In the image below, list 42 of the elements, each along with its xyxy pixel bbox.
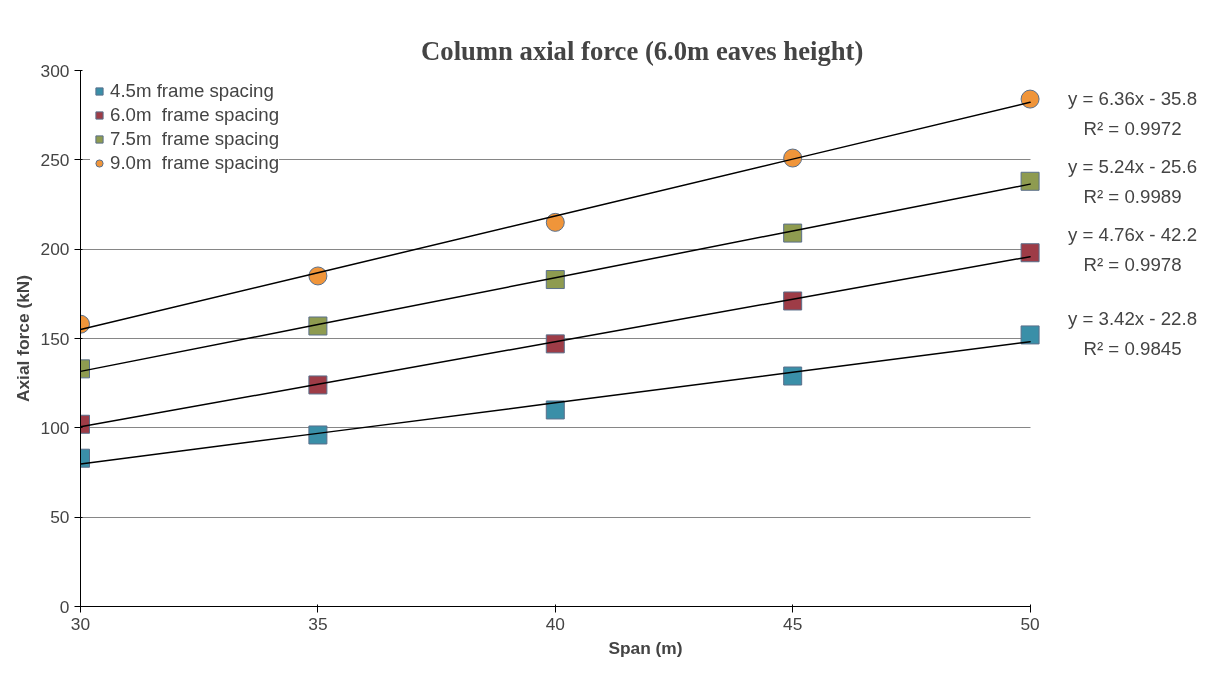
y-tick-label: 200 xyxy=(40,239,70,260)
text: R² = 0.9978 xyxy=(1083,254,1182,275)
point xyxy=(1020,171,1040,191)
point xyxy=(308,425,328,445)
point xyxy=(783,291,803,311)
x-tick-label: 50 xyxy=(1020,613,1040,634)
point xyxy=(545,270,565,290)
x-tick-label: 40 xyxy=(545,613,565,634)
x-tick-label: 35 xyxy=(308,613,328,634)
text: y = 3.42x - 22.8 xyxy=(1067,308,1198,329)
chart-title: Column axial force (6.0m eaves height) xyxy=(421,35,864,66)
point xyxy=(1020,243,1040,263)
text: y = 4.76x - 42.2 xyxy=(1067,224,1198,245)
point xyxy=(783,366,803,386)
legend-label: 6.0m frame spacing xyxy=(110,104,280,126)
point xyxy=(545,400,565,420)
x-tick-label: 45 xyxy=(783,613,803,634)
text: R² = 0.9845 xyxy=(1083,338,1182,359)
point xyxy=(1020,89,1040,109)
legend-label: 7.5m frame spacing xyxy=(110,128,280,150)
point xyxy=(1020,325,1040,345)
y-tick-label: 0 xyxy=(59,596,70,617)
point xyxy=(308,266,328,286)
legend-label: 4.5m frame spacing xyxy=(110,80,274,102)
y-axis-title: Axial force (kN) xyxy=(12,274,33,403)
text: R² = 0.9989 xyxy=(1083,186,1182,207)
text: y = 6.36x - 35.8 xyxy=(1067,88,1198,109)
y-tick-label: 100 xyxy=(40,417,70,438)
y-tick-label: 300 xyxy=(40,60,70,81)
text: y = 5.24x - 25.6 xyxy=(1067,156,1198,177)
x-axis-title: Span (m) xyxy=(608,637,683,658)
y-tick-label: 250 xyxy=(40,149,70,170)
text: R² = 0.9972 xyxy=(1083,118,1182,139)
y-tick-label: 50 xyxy=(50,507,70,528)
x-tick-label: 30 xyxy=(70,613,91,634)
legend-label: 9.0m frame spacing xyxy=(110,152,280,174)
point xyxy=(308,316,328,336)
point xyxy=(308,375,328,395)
point xyxy=(783,223,803,243)
point xyxy=(545,212,565,232)
point xyxy=(545,334,565,354)
y-tick-label: 150 xyxy=(40,328,70,349)
